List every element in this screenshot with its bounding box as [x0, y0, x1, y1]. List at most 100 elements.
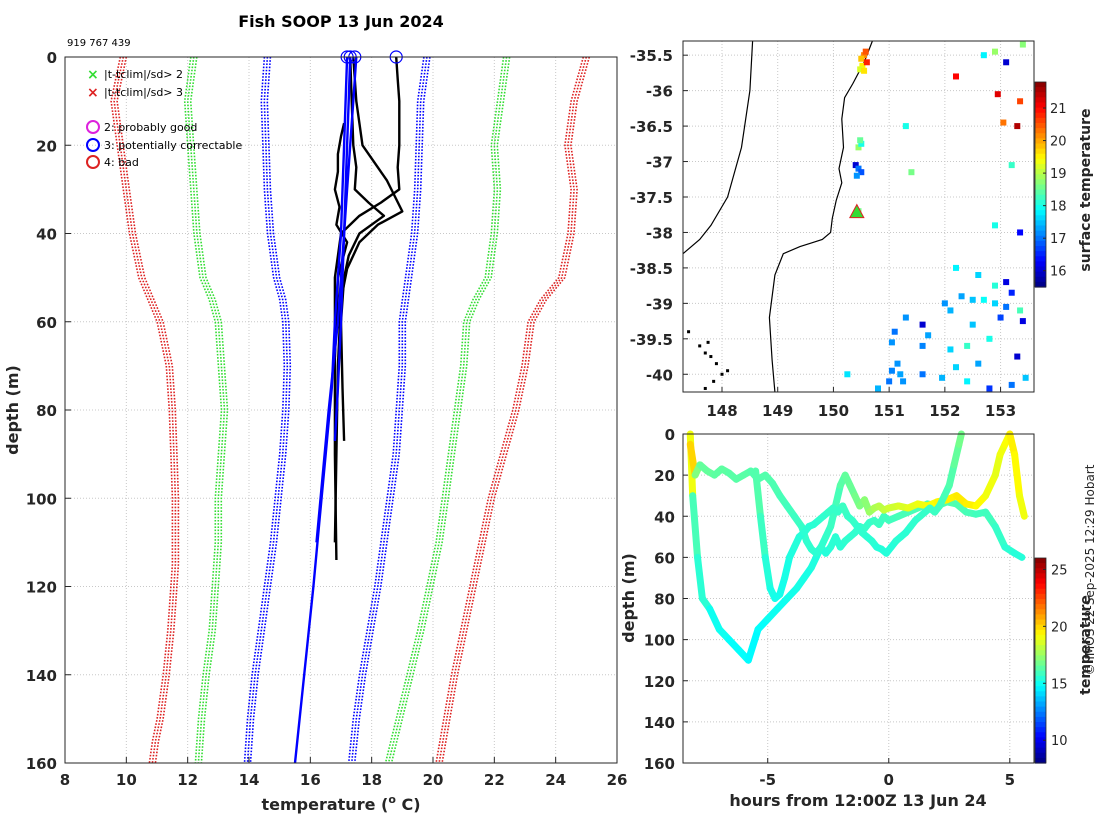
sst-point — [975, 360, 982, 367]
temperature-colorbar-segment — [1035, 604, 1046, 610]
sst-point — [953, 364, 959, 371]
legend-label-correctable: 3: potentially correctable — [104, 139, 242, 152]
island-dot — [687, 330, 691, 334]
temperature-colorbar-segment — [1035, 706, 1046, 713]
sst-point — [862, 48, 869, 55]
sst-colorbar-segment — [1035, 240, 1046, 247]
sst-point — [964, 378, 971, 385]
track-y-tick-label: 0 — [665, 426, 675, 444]
temperature-colorbar-segment — [1035, 640, 1046, 646]
sst-point — [844, 371, 851, 378]
x-tick-label: 14 — [239, 771, 260, 789]
temperature-colorbar-segment — [1035, 619, 1046, 626]
map-y-tick-label: -37 — [646, 154, 673, 172]
sst-colorbar-segment — [1035, 169, 1046, 175]
temperature-colorbar-segment — [1035, 732, 1046, 738]
sst-colorbar-segment — [1035, 123, 1046, 129]
temperature-colorbar-segment — [1035, 742, 1046, 749]
legend-label-sd2: |t-tclim|/sd> 2 — [104, 68, 183, 81]
sst-colorbar-segment — [1035, 256, 1046, 262]
track-segment — [694, 553, 706, 602]
track-segment — [982, 471, 999, 500]
temperature-colorbar-segment — [1035, 681, 1046, 687]
sst-point — [947, 346, 954, 353]
sst-colorbar-segment — [1035, 271, 1046, 278]
sst-colorbar-segment — [1035, 230, 1046, 237]
sst-point — [992, 282, 998, 289]
sst-colorbar-segment — [1035, 174, 1046, 180]
temperature-colorbar-segment — [1035, 588, 1046, 595]
climatology-line — [249, 56, 292, 764]
climatology-line — [110, 56, 174, 764]
sst-point — [902, 314, 909, 321]
track-segment — [1015, 492, 1028, 520]
sst-point — [855, 165, 862, 172]
climatology-line — [189, 56, 229, 764]
sst-point — [1017, 229, 1024, 236]
sst-colorbar-segment — [1035, 281, 1046, 288]
island-dot — [709, 355, 713, 359]
temperature-colorbar-segment — [1035, 701, 1046, 708]
sst-point — [980, 296, 987, 303]
sst-point — [853, 172, 860, 179]
track-segment — [781, 553, 794, 582]
y-tick-label: 20 — [36, 137, 57, 155]
sst-point — [1022, 374, 1029, 381]
sst-point — [894, 360, 901, 367]
sst-colorbar-segment — [1035, 148, 1046, 155]
map-y-tick-label: -36 — [646, 83, 673, 101]
sst-colorbar-segment — [1035, 199, 1046, 206]
climatology-line — [350, 56, 428, 764]
temperature-colorbar: 10 15 20 25 — [1034, 557, 1068, 764]
sst-point — [859, 62, 866, 69]
temperature-colorbar-segment — [1035, 655, 1046, 662]
track-segment — [1006, 430, 1019, 459]
sst-point — [947, 307, 954, 314]
profile-series — [110, 56, 591, 764]
sst-colorbar-segment — [1035, 92, 1046, 98]
map-y-tick-label: -40 — [646, 366, 673, 384]
island-dot — [712, 379, 716, 383]
profile-x-label-main: temperature ( — [261, 795, 388, 814]
temperature-colorbar-segment — [1035, 757, 1046, 764]
climatology-line — [246, 56, 289, 764]
sst-point — [953, 264, 959, 271]
x-tick-label: 10 — [116, 771, 137, 789]
temperature-colorbar-segment — [1035, 691, 1046, 697]
track-y-tick-label: 160 — [644, 755, 675, 773]
temperature-colorbar-tick-label: 15 — [1051, 677, 1068, 692]
sst-colorbar-segment — [1035, 138, 1046, 145]
temperature-colorbar-segment — [1035, 629, 1046, 636]
sst-point — [1003, 59, 1010, 66]
map-plot: 148 149 150 151 152 153 -35.5 -36 -36.5 -37 -37.5… — [630, 40, 1094, 420]
legend-marker-x-red: × — [87, 85, 99, 101]
climatology-line — [435, 56, 585, 764]
sst-point — [858, 140, 865, 147]
id-text: 919 767 439 — [67, 38, 131, 49]
temperature-colorbar-segment — [1035, 686, 1046, 692]
map-y-ticks: -35.5 -36 -36.5 -37 -37.5 -38 -38.5 -39 -39.5 -40 — [630, 47, 688, 384]
profile-plot: 8 10 12 14 16 18 20 22 24 26 0 20 40 60 80 100 120 140 16… — [3, 49, 627, 814]
legend-circle-red — [86, 155, 100, 169]
profile-x-ticks: 8 10 12 14 16 18 20 22 24 26 — [60, 757, 627, 789]
sst-point — [919, 342, 926, 349]
temperature-colorbar-segment — [1035, 573, 1046, 580]
map-y-tick-label: -37.5 — [630, 189, 673, 207]
map-x-tick-label: 150 — [818, 402, 849, 420]
sst-colorbar-segment — [1035, 82, 1046, 88]
temperature-colorbar-segment — [1035, 634, 1046, 641]
temperature-colorbar-segment — [1035, 599, 1046, 605]
sst-colorbar-segment — [1035, 205, 1046, 211]
sst-point — [1003, 303, 1010, 310]
island-dot — [714, 362, 718, 366]
temperature-colorbar-segment — [1035, 660, 1046, 667]
sst-colorbar-tick-label: 17 — [1050, 232, 1067, 247]
track-x-tick-label: -5 — [759, 771, 776, 789]
profile-x-label-end: C) — [396, 795, 421, 814]
legend-label-good: 2: probably good — [104, 121, 197, 134]
track-grid — [683, 433, 1034, 764]
temperature-colorbar-segment — [1035, 650, 1046, 656]
island-dot — [706, 340, 710, 344]
sst-colorbar: 16 17 18 19 20 21 — [1034, 81, 1067, 288]
sst-colorbar-segment — [1035, 235, 1046, 242]
